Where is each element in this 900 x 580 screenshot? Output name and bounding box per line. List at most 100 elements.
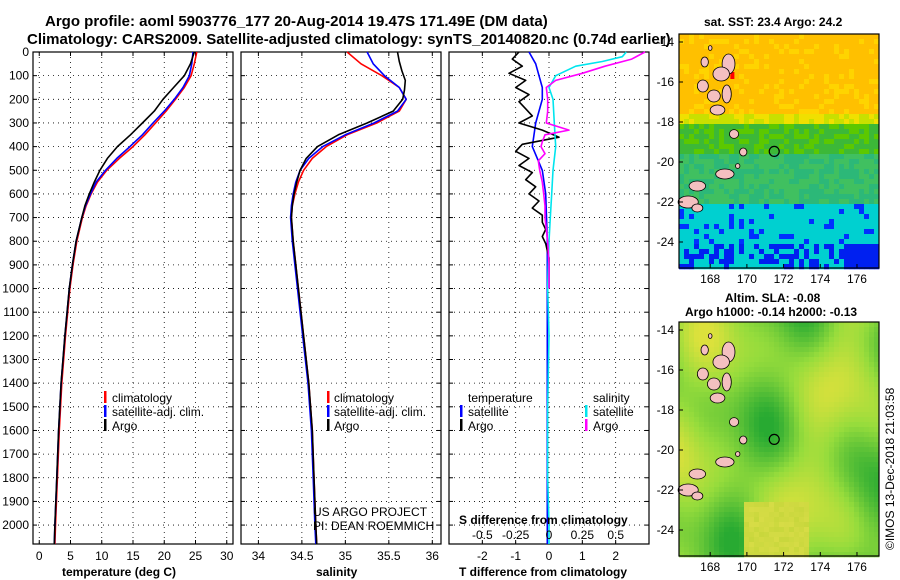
heatmap-cell xyxy=(804,417,810,423)
heatmap-cell xyxy=(759,154,765,160)
heatmap-cell xyxy=(869,392,875,398)
heatmap-cell xyxy=(794,34,800,40)
heatmap-cell xyxy=(744,512,750,518)
heatmap-cell xyxy=(749,249,755,255)
heatmap-cell xyxy=(734,492,740,498)
heatmap-cell xyxy=(779,134,785,140)
heatmap-cell xyxy=(869,124,875,130)
heatmap-cell xyxy=(814,54,820,60)
heatmap-cell xyxy=(834,79,840,85)
heatmap-cell xyxy=(719,482,725,488)
heatmap-cell xyxy=(854,462,860,468)
heatmap-cell xyxy=(829,492,835,498)
heatmap-cell xyxy=(784,402,790,408)
heatmap-cell xyxy=(844,462,850,468)
heatmap-cell xyxy=(769,402,775,408)
heatmap-cell xyxy=(844,59,850,65)
heatmap-cell xyxy=(874,249,880,255)
heatmap-cell xyxy=(699,44,705,50)
temperature-lines xyxy=(53,51,198,545)
heatmap-cell xyxy=(699,214,705,220)
heatmap-cell xyxy=(784,39,790,45)
heatmap-cell xyxy=(739,457,745,463)
heatmap-cell xyxy=(864,422,870,428)
heatmap-cell xyxy=(764,492,770,498)
heatmap-cell xyxy=(749,377,755,383)
heatmap-cell xyxy=(814,377,820,383)
heatmap-cell xyxy=(694,482,700,488)
x-tick-label: 35 xyxy=(339,549,353,563)
heatmap-cell xyxy=(869,174,875,180)
heatmap-cell xyxy=(839,144,845,150)
heatmap-cell xyxy=(764,174,770,180)
heatmap-cell xyxy=(809,417,815,423)
legend-swatch-argo xyxy=(327,419,330,431)
heatmap-cell xyxy=(854,49,860,55)
heatmap-cell xyxy=(809,362,815,368)
heatmap-cell xyxy=(774,492,780,498)
heatmap-cell xyxy=(774,109,780,115)
heatmap-cell xyxy=(809,357,815,363)
heatmap-cell xyxy=(844,402,850,408)
heatmap-cell xyxy=(819,174,825,180)
heatmap-cell xyxy=(684,169,690,175)
heatmap-cell xyxy=(814,129,820,135)
heatmap-cell xyxy=(709,64,715,70)
heatmap-cell xyxy=(744,537,750,543)
heatmap-cell xyxy=(709,239,715,245)
heatmap-cell xyxy=(729,259,735,265)
heatmap-cell xyxy=(829,174,835,180)
heatmap-cell xyxy=(709,49,715,55)
heatmap-cell xyxy=(764,89,770,95)
heatmap-cell xyxy=(739,387,745,393)
heatmap-cell xyxy=(734,517,740,523)
heatmap-cell xyxy=(814,249,820,255)
heatmap-cell xyxy=(854,407,860,413)
heatmap-cell xyxy=(739,69,745,75)
lat-tick-label: -18 xyxy=(657,115,675,129)
heatmap-cell xyxy=(754,259,760,265)
heatmap-cell xyxy=(679,94,685,100)
heatmap-cell xyxy=(774,114,780,120)
heatmap-cell xyxy=(689,517,695,523)
heatmap-cell xyxy=(739,229,745,235)
heatmap-cell xyxy=(819,34,825,40)
heatmap-cell xyxy=(869,502,875,508)
heatmap-cell xyxy=(749,472,755,478)
heatmap-cell xyxy=(784,149,790,155)
heatmap-cell xyxy=(844,422,850,428)
heatmap-cell xyxy=(749,124,755,130)
heatmap-cell xyxy=(684,64,690,70)
heatmap-cell xyxy=(749,492,755,498)
heatmap-cell xyxy=(779,462,785,468)
heatmap-cell xyxy=(814,184,820,190)
heatmap-cell xyxy=(779,179,785,185)
lon-tick-label: 168 xyxy=(700,272,720,286)
x-tick-label: 2 xyxy=(612,549,619,563)
heatmap-cell xyxy=(854,432,860,438)
heatmap-cell xyxy=(849,447,855,453)
heatmap-cell xyxy=(679,442,685,448)
heatmap-cell xyxy=(859,129,865,135)
heatmap-cell xyxy=(789,412,795,418)
heatmap-cell xyxy=(734,64,740,70)
heatmap-cell xyxy=(694,214,700,220)
heatmap-cell xyxy=(724,244,730,250)
heatmap-cell xyxy=(719,347,725,353)
heatmap-cell xyxy=(819,44,825,50)
heatmap-cell xyxy=(774,427,780,433)
heatmap-cell xyxy=(719,39,725,45)
heatmap-cell xyxy=(799,259,805,265)
heatmap-cell xyxy=(744,124,750,130)
heatmap-cell xyxy=(819,164,825,170)
heatmap-cell xyxy=(719,512,725,518)
heatmap-cell xyxy=(789,34,795,40)
heatmap-cell xyxy=(804,89,810,95)
heatmap-cell xyxy=(739,512,745,518)
heatmap-cell xyxy=(819,154,825,160)
heatmap-cell xyxy=(829,114,835,120)
legend-swatch-climatology xyxy=(327,391,330,403)
heatmap-cell xyxy=(869,144,875,150)
heatmap-cell xyxy=(859,149,865,155)
heatmap-cell xyxy=(774,477,780,483)
